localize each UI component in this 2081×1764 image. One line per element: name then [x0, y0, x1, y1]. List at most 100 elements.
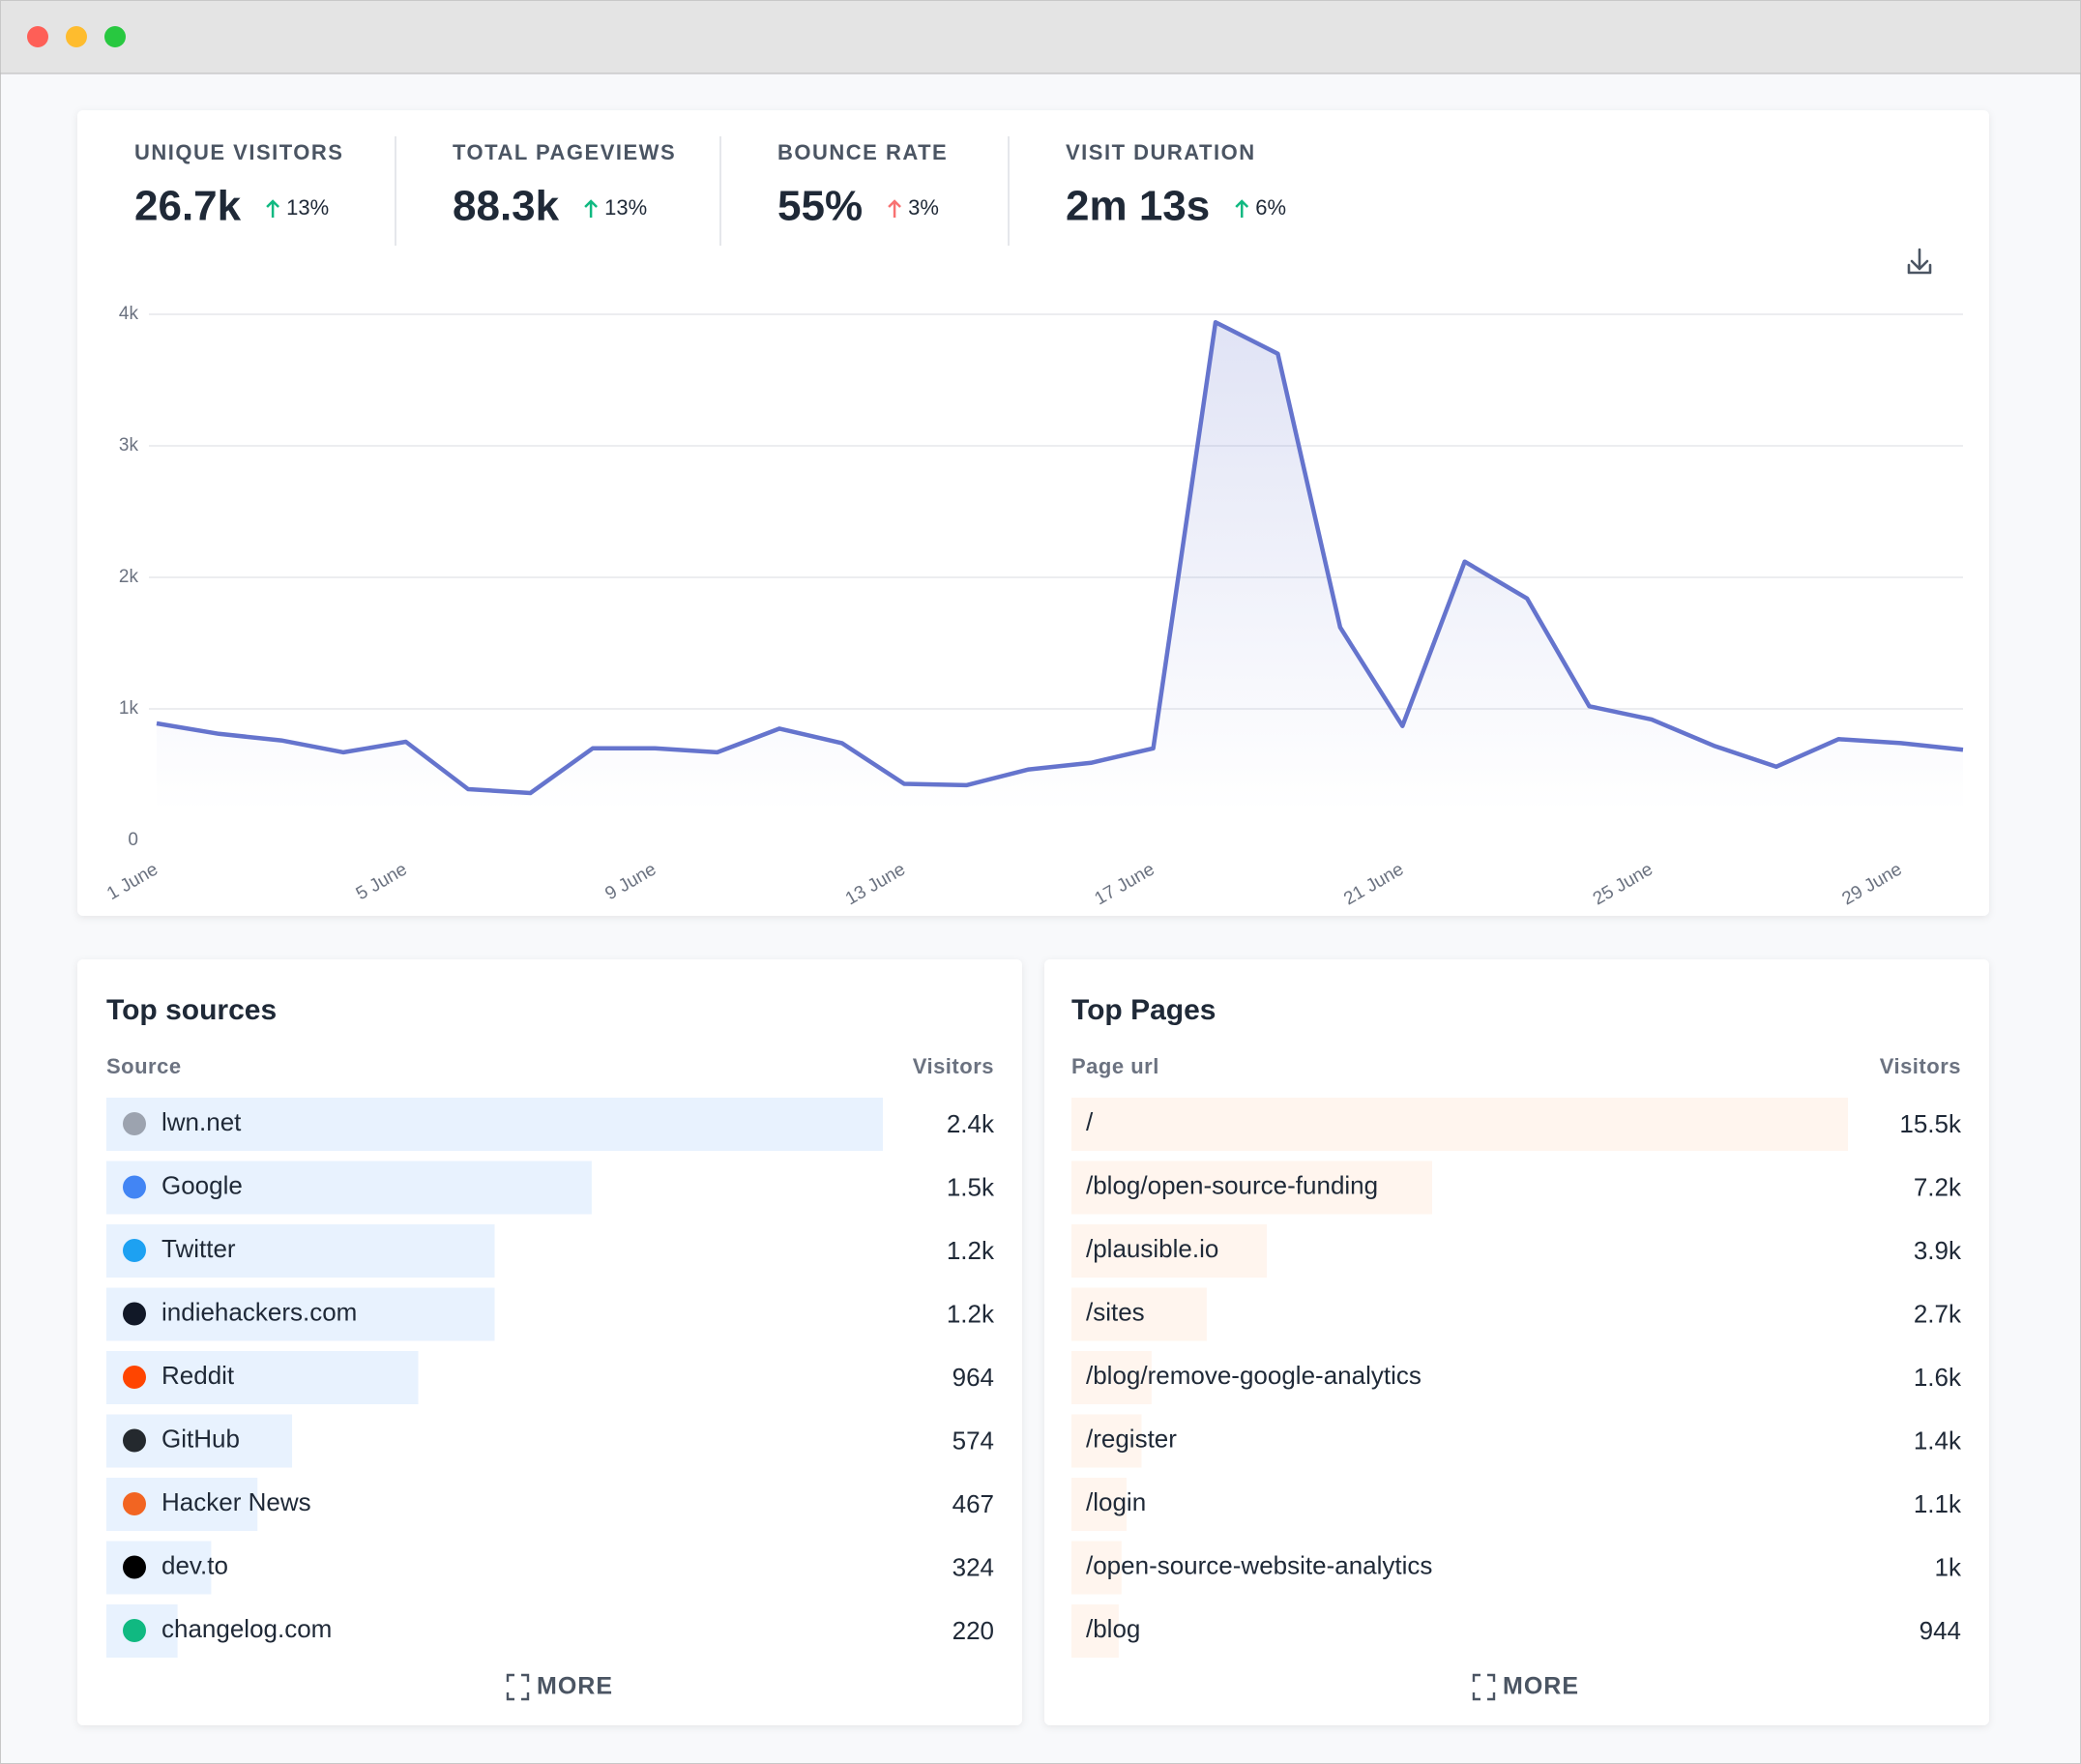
row-bar — [1071, 1224, 1268, 1278]
download-icon — [1907, 248, 1932, 275]
row-label: Reddit — [161, 1361, 235, 1390]
row-label: /sites — [1086, 1297, 1145, 1326]
row-label: /blog — [1086, 1614, 1140, 1643]
column-header: Source — [106, 1054, 182, 1078]
row-value: 467 — [953, 1489, 994, 1518]
trend-arrow — [888, 199, 901, 218]
row-bar — [1071, 1414, 1142, 1468]
row-value: 1.5k — [947, 1172, 995, 1201]
stat-label: TOTAL PAGEVIEWS — [453, 140, 676, 164]
row-bar — [1071, 1351, 1152, 1404]
row-value: 1.2k — [947, 1236, 995, 1265]
sources-card — [77, 959, 1022, 1725]
source-icon — [123, 1619, 146, 1642]
more-icon — [506, 1673, 530, 1701]
row-value: 1.1k — [1914, 1489, 1962, 1518]
row-label: / — [1086, 1107, 1094, 1136]
stat-change: 13% — [286, 195, 329, 220]
line — [156, 319, 1964, 796]
source-icon — [123, 1175, 146, 1199]
row-bar — [106, 1224, 495, 1278]
area — [157, 322, 1963, 811]
stat-value: 26.7k — [134, 183, 242, 230]
row-label: dev.to — [161, 1550, 228, 1579]
y-tick-label: 3k — [119, 435, 139, 456]
more-icon — [1472, 1673, 1496, 1701]
row-value: 7.2k — [1914, 1172, 1962, 1201]
row-bar — [106, 1098, 883, 1151]
row-value: 574 — [953, 1426, 994, 1455]
stat-value: 88.3k — [453, 183, 560, 230]
row-value: 1.4k — [1914, 1426, 1962, 1455]
table-title: Top Pages — [1071, 994, 1216, 1026]
trend-arrow — [266, 199, 279, 218]
row-label: lwn.net — [161, 1107, 242, 1136]
row-value: 2.7k — [1914, 1299, 1962, 1328]
row-value: 15.5k — [1899, 1109, 1962, 1138]
source-icon — [123, 1492, 146, 1515]
row-label: /plausible.io — [1086, 1234, 1218, 1263]
stat-value: 2m 13s — [1066, 183, 1210, 230]
source-icon — [123, 1302, 146, 1326]
more-label: MORE — [537, 1673, 613, 1700]
row-label: Twitter — [161, 1234, 236, 1263]
column-header: Visitors — [1880, 1054, 1961, 1078]
source-icon — [123, 1239, 146, 1262]
more-button[interactable]: MORE — [1472, 1673, 1579, 1701]
row-value: 1.2k — [947, 1299, 995, 1328]
row-label: Hacker News — [161, 1487, 311, 1516]
row-label: /register — [1086, 1424, 1177, 1453]
row-label: Google — [161, 1170, 243, 1199]
pages-card — [1044, 959, 1989, 1725]
stat-label: VISIT DURATION — [1066, 140, 1256, 164]
y-tick-label: 2k — [119, 567, 139, 587]
stat-change: 13% — [604, 195, 647, 220]
row-bar — [1071, 1287, 1207, 1341]
y-tick-label: 4k — [119, 304, 139, 324]
trend-arrow — [1235, 199, 1249, 218]
row-value: 324 — [953, 1552, 994, 1581]
stat-change: 6% — [1255, 195, 1286, 220]
row-label: /blog/remove-google-analytics — [1086, 1361, 1422, 1390]
row-bar — [1071, 1604, 1119, 1658]
row-label: indiehackers.com — [161, 1297, 357, 1326]
stat-value: 55% — [777, 183, 863, 230]
row-bar — [1071, 1098, 1848, 1151]
source-icon — [123, 1555, 146, 1579]
row-value: 964 — [953, 1363, 994, 1392]
source-icon — [123, 1428, 146, 1453]
stat-label: BOUNCE RATE — [777, 140, 948, 164]
source-icon — [123, 1112, 146, 1135]
stat-change: 3% — [908, 195, 939, 220]
y-tick-label: 0 — [128, 830, 138, 850]
close-button[interactable] — [27, 26, 48, 47]
more-button[interactable]: MORE — [506, 1673, 613, 1701]
row-label: GitHub — [161, 1424, 240, 1453]
source-icon — [123, 1366, 146, 1389]
stat-label: UNIQUE VISITORS — [134, 140, 343, 164]
row-value: 2.4k — [947, 1109, 995, 1138]
column-header: Visitors — [913, 1054, 994, 1078]
table-title: Top sources — [106, 994, 277, 1026]
column-header: Page url — [1071, 1054, 1159, 1078]
row-bar — [106, 1287, 495, 1341]
row-label: /open-source-website-analytics — [1086, 1550, 1432, 1579]
row-bar — [1071, 1161, 1433, 1215]
title-bar — [1, 1, 2080, 74]
row-bar — [106, 1351, 419, 1404]
row-bar — [1071, 1541, 1122, 1595]
download-button[interactable] — [1907, 248, 1932, 275]
zoom-button[interactable] — [104, 26, 126, 47]
row-value: 1.6k — [1914, 1363, 1962, 1392]
row-value: 220 — [953, 1616, 994, 1645]
row-value: 1k — [1935, 1552, 1962, 1581]
minimize-button[interactable] — [66, 26, 87, 47]
trend-arrow — [584, 199, 598, 218]
row-label: /blog/open-source-funding — [1086, 1170, 1378, 1199]
row-label: /login — [1086, 1487, 1146, 1516]
y-tick-label: 1k — [119, 698, 139, 719]
row-value: 944 — [1920, 1616, 1961, 1645]
row-bar — [1071, 1478, 1127, 1531]
